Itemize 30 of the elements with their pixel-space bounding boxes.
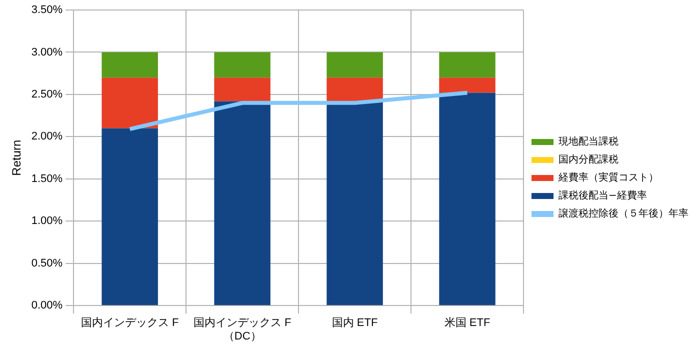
x-tick-label: 国内インデックス F — [80, 316, 179, 330]
x-tick-label: 国内 ETF — [332, 316, 378, 330]
bar — [102, 52, 158, 78]
bar — [326, 78, 383, 102]
legend-label: 経費率（実質コスト） — [558, 172, 658, 184]
y-tick-label: 2.50% — [31, 88, 63, 100]
bar — [214, 78, 270, 102]
legend-label: 国内分配課税 — [558, 154, 618, 166]
bar — [102, 128, 158, 306]
y-tick-label: 1.50% — [31, 172, 63, 185]
y-tick-label: 1.00% — [31, 215, 63, 228]
y-tick-label: 0.50% — [31, 257, 63, 270]
legend-label: 課税後配当−経費率 — [558, 190, 647, 202]
x-tick-label: 国内インデックス F（DC） — [193, 316, 292, 342]
y-tick-label: 3.00% — [31, 46, 63, 58]
bar — [439, 52, 496, 78]
bar — [439, 78, 496, 93]
y-tick-label: 0.00% — [31, 300, 63, 312]
bar — [326, 52, 383, 78]
legend-label: 現地配当課税 — [558, 136, 618, 148]
x-tick-label: 米国 ETF — [444, 316, 490, 330]
y-axis-title: Return — [10, 140, 24, 176]
y-tick-label: 2.00% — [31, 130, 63, 143]
y-tick-label: 3.50% — [31, 4, 63, 16]
bar — [439, 92, 496, 306]
bar — [326, 101, 383, 306]
bar — [214, 52, 270, 78]
legend-label: 譲渡税控除後（５年後）年率 — [558, 208, 688, 220]
bar — [214, 101, 270, 306]
bar — [102, 78, 158, 128]
